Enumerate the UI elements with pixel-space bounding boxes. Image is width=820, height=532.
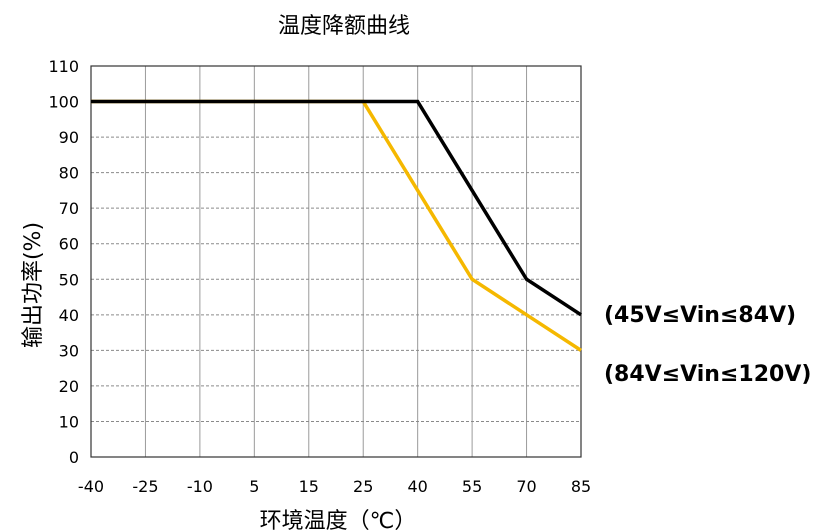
tick-labels: -40 -25 -10 5 15 25 40 55 70 85 0 10 20 30 40 50 60 70 80 9…: [48, 57, 591, 496]
plot-frame: [90, 65, 582, 458]
grid: [91, 66, 581, 457]
x-tick-label: 40: [407, 477, 427, 496]
y-tick-label: 20: [59, 377, 79, 396]
x-tick-label: 15: [299, 477, 319, 496]
series-label-45-84v: (45V≤Vin≤84V): [604, 303, 796, 328]
y-tick-label: 110: [48, 57, 79, 76]
y-tick-label: 60: [59, 235, 79, 254]
y-tick-label: 40: [59, 306, 79, 325]
series-lines: [91, 99, 582, 352]
series-line-84-120v: [91, 99, 582, 352]
x-tick-label: -25: [132, 477, 158, 496]
y-axis-label: 输出功率(%): [21, 222, 46, 348]
y-tick-label: 70: [59, 199, 79, 218]
x-tick-label: 70: [516, 477, 536, 496]
x-tick-label: -40: [78, 477, 104, 496]
series-line-45-84v: [91, 99, 582, 317]
x-axis-label: 环境温度（℃）: [260, 509, 417, 532]
x-tick-label: 5: [249, 477, 259, 496]
axes: [90, 65, 582, 458]
x-tick-label: 25: [353, 477, 373, 496]
x-tick-label: -10: [187, 477, 213, 496]
y-tick-label: 30: [59, 341, 79, 360]
x-tick-label: 55: [462, 477, 482, 496]
chart-title: 温度降额曲线: [278, 14, 410, 39]
y-tick-label: 0: [69, 448, 79, 467]
series-label-84-120v: (84V≤Vin≤120V): [604, 362, 811, 387]
y-tick-label: 80: [59, 164, 79, 183]
y-tick-label: 90: [59, 128, 79, 147]
y-tick-label: 50: [59, 270, 79, 289]
x-tick-label: 85: [571, 477, 591, 496]
y-tick-label: 10: [59, 412, 79, 431]
y-tick-label: 100: [48, 93, 79, 112]
series-labels: (45V≤Vin≤84V) (84V≤Vin≤120V): [604, 303, 811, 387]
